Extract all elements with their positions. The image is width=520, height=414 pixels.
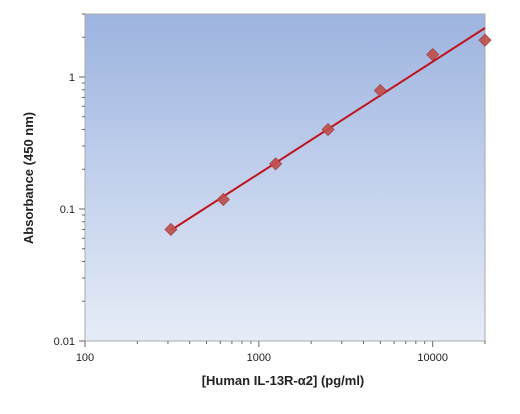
data-point-diamond [478, 33, 492, 47]
axes [79, 13, 486, 347]
tick-labels: 100 1000 10000 0.01 0.1 1 [54, 72, 448, 364]
y-tick-label: 0.01 [54, 336, 75, 348]
data-point-diamond [164, 222, 178, 237]
data-point-diamond [373, 83, 387, 98]
data-point-diamond [321, 122, 335, 137]
data-point-diamond [426, 47, 440, 62]
x-axis-title: [Human IL-13R-α2] (pg/ml) [202, 373, 365, 388]
data-point-diamond [216, 192, 230, 207]
data-point-diamond [269, 157, 283, 171]
x-tick-label: 100 [76, 352, 94, 364]
y-axis-title: Absorbance (450 nm) [21, 112, 36, 244]
y-tick-label: 0.1 [60, 204, 75, 216]
plot-area [84, 13, 486, 342]
y-tick-label: 1 [69, 72, 75, 84]
data-points [164, 33, 492, 237]
x-tick-label: 1000 [247, 352, 271, 364]
x-tick-label: 10000 [417, 352, 448, 364]
